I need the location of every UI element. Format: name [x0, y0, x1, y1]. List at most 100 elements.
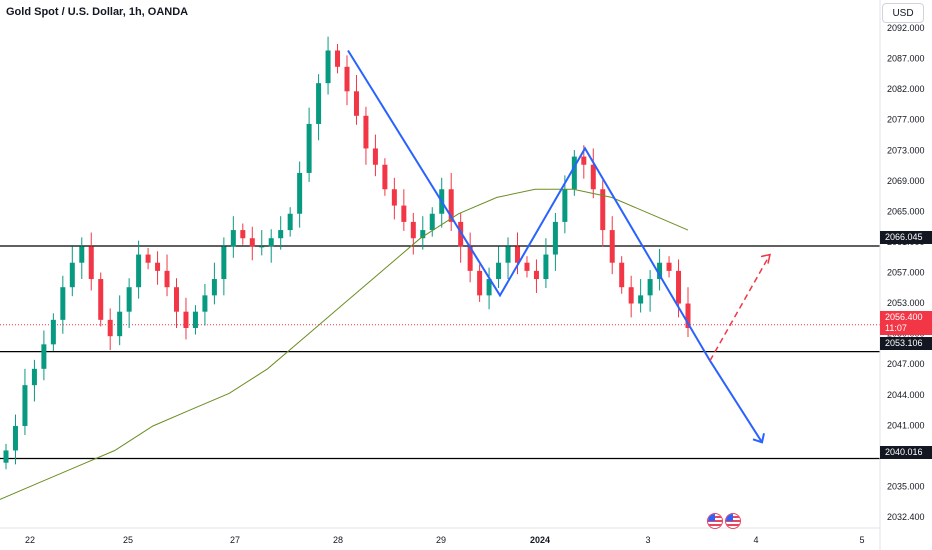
pattern-arrow-head [752, 433, 765, 444]
candle-body [136, 254, 142, 288]
candle-body [344, 66, 350, 92]
time-axis-label: 27 [230, 535, 240, 545]
candle-body [287, 213, 293, 231]
candle [467, 232, 473, 283]
candle-body [458, 221, 464, 247]
candle-body [571, 156, 577, 190]
candle [297, 161, 303, 228]
candle-body [666, 262, 672, 271]
candle [278, 216, 284, 250]
upper-level-tag: 2066.045 [880, 231, 932, 244]
candle [486, 267, 492, 310]
time-axis-label: 3 [645, 535, 650, 545]
candle [88, 232, 94, 291]
candle [344, 55, 350, 106]
candle [211, 262, 217, 305]
candle-body [174, 287, 179, 312]
candle-body [335, 50, 341, 67]
candle-body [183, 311, 189, 329]
candle-body [401, 205, 407, 222]
candle-body [628, 287, 634, 304]
candle-body [524, 262, 530, 271]
candle [657, 248, 663, 291]
candle-body [448, 189, 454, 222]
candle [145, 248, 151, 270]
currency-button[interactable]: USD [882, 3, 924, 23]
price-axis-label: 2077.000 [887, 115, 925, 125]
candle [524, 256, 530, 278]
candle-body [278, 230, 284, 239]
candle-body [619, 262, 625, 288]
candle-body [306, 123, 312, 173]
price-axis-label: 2082.000 [887, 84, 925, 94]
candle-body [117, 311, 123, 337]
double-top-pattern-line [347, 49, 763, 443]
price-axis-label: 2065.000 [887, 206, 925, 216]
candle [41, 330, 47, 381]
candle-body [515, 246, 520, 263]
candle-body [164, 270, 170, 288]
moving-average-line [0, 188, 689, 500]
candle [31, 359, 37, 402]
candle-body [192, 311, 198, 329]
candle [448, 172, 454, 231]
middle-level-tag: 2053.106 [880, 337, 932, 350]
candle [221, 237, 227, 296]
candle [107, 308, 113, 351]
candle [429, 207, 435, 237]
candle [543, 238, 549, 289]
candle-body [41, 344, 47, 369]
candle-body [600, 189, 606, 231]
candle [552, 212, 558, 271]
candle [401, 189, 407, 231]
candle [174, 278, 179, 329]
candle-body [240, 230, 246, 239]
candle [609, 216, 615, 275]
candle [3, 443, 9, 470]
price-axis-label: 2044.000 [887, 390, 925, 400]
candle [638, 279, 644, 313]
candle [533, 259, 539, 293]
candle-body [505, 246, 511, 263]
candle-body [638, 295, 644, 304]
candle-body [230, 230, 236, 247]
candle [50, 313, 56, 351]
candle-body [3, 450, 9, 463]
chart-title: Gold Spot / U.S. Dollar, 1h, OANDA [6, 6, 189, 18]
candle [117, 295, 123, 346]
time-axis-label: 4 [753, 535, 758, 545]
price-axis-label: 2069.000 [887, 176, 925, 186]
lower-level-tag: 2040.016 [880, 446, 932, 459]
candle-body [60, 287, 66, 320]
candle [382, 158, 388, 196]
candle-body [22, 385, 28, 426]
candle [571, 150, 577, 196]
candle-body [391, 189, 397, 206]
time-axis-label: 22 [25, 535, 35, 545]
candle [325, 36, 331, 95]
candle [259, 230, 265, 256]
candle [164, 254, 170, 297]
candle-body [590, 164, 596, 190]
candle-body [316, 83, 322, 124]
candle-body [467, 246, 473, 271]
candle-body [325, 50, 331, 84]
candle-body [562, 189, 568, 222]
candle-body [533, 270, 539, 280]
candle [515, 232, 520, 275]
candle-body [69, 262, 75, 288]
candle-body [353, 91, 359, 116]
candle [287, 207, 293, 237]
candle [98, 272, 104, 327]
candle-body [249, 238, 255, 247]
candle-body [145, 254, 151, 263]
price-axis-label: 2087.000 [887, 54, 925, 64]
candle-body [221, 246, 227, 280]
candle [136, 240, 142, 299]
countdown-tag: 11:07 [880, 322, 932, 335]
us-flag-icon[interactable] [707, 513, 723, 529]
candle-body [50, 319, 56, 345]
candle [496, 246, 502, 289]
us-flag-icon[interactable] [725, 513, 741, 529]
